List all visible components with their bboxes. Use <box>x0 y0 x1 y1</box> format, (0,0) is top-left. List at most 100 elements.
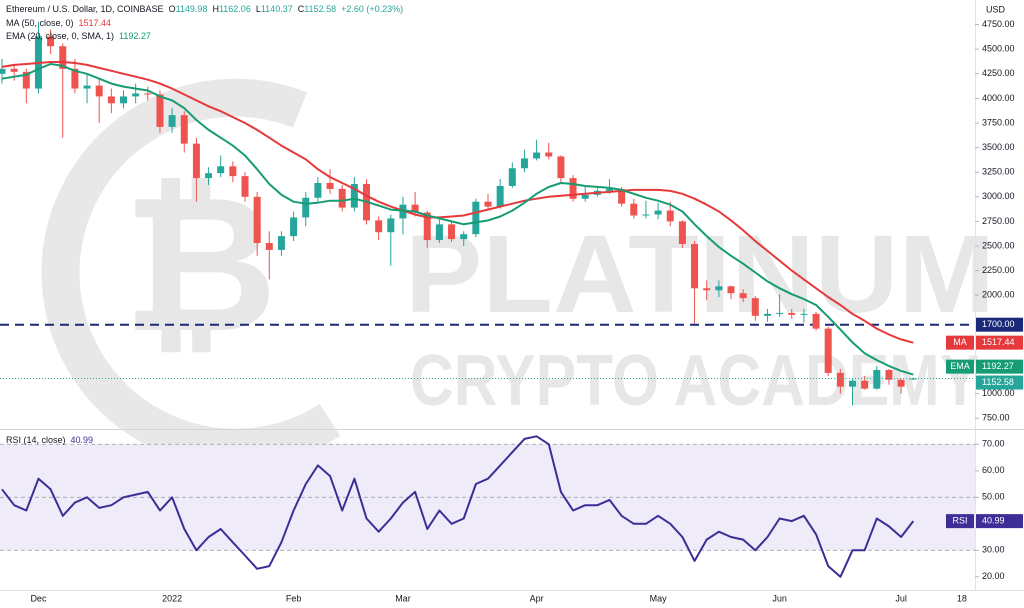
legend-name: MA (50, close, 0) <box>6 18 74 28</box>
candle-body <box>460 234 468 240</box>
watermark: ₿ PLATINUM CRYPTO ACADEMY <box>41 78 995 467</box>
y-tick-label: 3000.00 <box>982 191 1015 201</box>
candle-body <box>885 369 893 380</box>
candle-body <box>703 288 711 291</box>
candle-body <box>630 203 638 216</box>
y-tick-label: 50.00 <box>982 492 1005 502</box>
candle-body <box>666 210 674 222</box>
candle-body <box>47 36 55 47</box>
candle-body <box>265 243 273 250</box>
symbol-title: Ethereum / U.S. Dollar, 1D, COINBASE <box>6 4 164 14</box>
candle-body <box>654 210 662 215</box>
watermark-line1: PLATINUM <box>405 213 995 336</box>
candle-body <box>678 221 686 245</box>
axis-label: USD <box>986 4 1006 14</box>
candle-body <box>217 166 225 174</box>
legend-ema: EMA (20, close, 0, SMA, 1) 1192.27 <box>6 31 151 41</box>
candle-body <box>205 173 213 179</box>
close-value-label: 1152.58 <box>982 377 1014 387</box>
y-tick-label: 2250.00 <box>982 265 1015 275</box>
y-tick-label: 1000.00 <box>982 388 1015 398</box>
candle-body <box>849 380 856 387</box>
y-tick-label: 4250.00 <box>982 68 1015 78</box>
candle-body <box>606 188 613 191</box>
x-tick-label: Jun <box>772 593 787 603</box>
candle-body <box>387 218 395 233</box>
candle-body <box>496 185 504 207</box>
candle-body <box>776 312 784 314</box>
candle-body <box>338 188 346 208</box>
y-tick-label: 3250.00 <box>982 167 1015 177</box>
candle-body <box>350 183 358 208</box>
candle-body <box>120 96 127 104</box>
y-tick-label: 3750.00 <box>982 117 1015 127</box>
candle-body <box>861 380 869 389</box>
x-tick-label: Dec <box>30 593 47 603</box>
candle-body <box>0 68 6 74</box>
candle-body <box>302 197 310 218</box>
y-tick-label: 60.00 <box>982 465 1005 475</box>
candle-body <box>180 115 188 144</box>
ohlc-value: 1140.37 <box>261 4 293 14</box>
legend-name: EMA (20, close, 0, SMA, 1) <box>6 31 114 41</box>
x-tick-label: 2022 <box>162 593 182 603</box>
legend-ma: MA (50, close, 0) 1517.44 <box>6 18 111 28</box>
y-tick-label: 4000.00 <box>982 93 1015 103</box>
candle-body <box>691 244 699 289</box>
candle-body <box>812 313 820 329</box>
y-tick-label: 2750.00 <box>982 216 1015 226</box>
candle-body <box>545 152 553 157</box>
candle-body <box>448 224 456 240</box>
candle-body <box>909 378 917 380</box>
legend-value: 1517.44 <box>79 18 112 28</box>
y-tick-label: 4500.00 <box>982 44 1015 54</box>
series-tag-box <box>946 514 974 529</box>
ohlc-label: C <box>298 4 305 14</box>
candle-body <box>569 178 577 199</box>
ohlc-value: 1162.06 <box>219 4 251 14</box>
indicator-line <box>1 63 914 376</box>
ohlc-label: O <box>169 4 176 14</box>
candle-body <box>423 212 431 241</box>
candle-body <box>824 328 832 373</box>
candle-body <box>581 194 589 199</box>
y-tick-label: 20.00 <box>982 571 1005 581</box>
candle-body <box>277 236 285 250</box>
candle-body <box>411 204 419 213</box>
x-tick-label: Feb <box>286 593 302 603</box>
ma-value-label: 1517.44 <box>982 337 1015 347</box>
ohlc-value: 1152.58 <box>304 4 336 14</box>
candle-body <box>241 176 249 197</box>
candle-body <box>229 166 237 177</box>
y-tick-label: 30.00 <box>982 545 1005 555</box>
legend-value: 40.99 <box>71 435 94 445</box>
rsi-value-label-box <box>976 514 1023 529</box>
candle-body <box>508 168 516 186</box>
ohlc-value: 1149.98 <box>176 4 208 14</box>
candle-body <box>253 196 261 244</box>
candle-body <box>192 143 200 179</box>
series-tag: EMA <box>950 361 970 371</box>
x-tick-label: Apr <box>530 593 544 603</box>
series-tag: MA <box>953 337 967 347</box>
candle-body <box>727 286 735 294</box>
candle-body <box>484 201 492 207</box>
candle-body <box>107 96 115 104</box>
indicator-line <box>1 61 914 344</box>
candle-body <box>435 224 443 241</box>
x-tick-label: Mar <box>395 593 411 603</box>
candle-body <box>472 201 480 235</box>
candle-body <box>739 293 747 299</box>
indicator-line <box>1 435 915 578</box>
candle-body <box>290 217 298 237</box>
candle-body <box>10 68 18 72</box>
candle-body <box>71 68 79 89</box>
watermark-line2: CRYPTO ACADEMY <box>410 341 980 421</box>
candle-body <box>144 93 152 95</box>
candle-body <box>557 156 565 179</box>
level-label: 1700.00 <box>982 319 1015 329</box>
ohlc-label: H <box>212 4 219 14</box>
y-tick-label: 750.00 <box>982 413 1010 423</box>
candle-body <box>897 379 905 387</box>
